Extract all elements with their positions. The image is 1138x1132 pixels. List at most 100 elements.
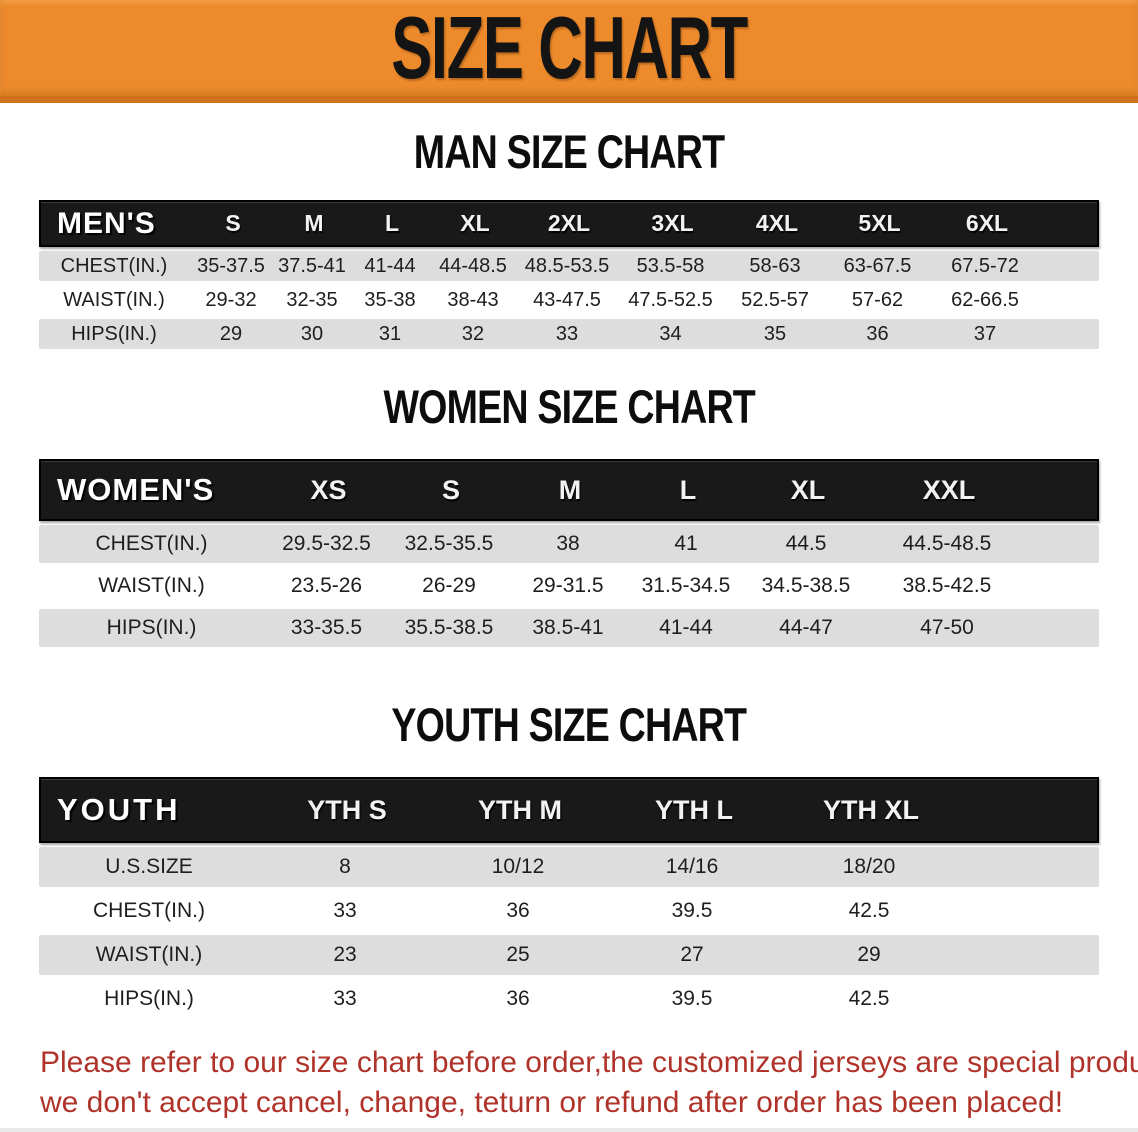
row-label: HIPS(IN.) bbox=[71, 322, 157, 345]
cell: 57-62 bbox=[851, 288, 904, 311]
cell: 39.5 bbox=[671, 899, 713, 922]
youth-row-chestin: CHEST(IN.) 33 36 39.5 42.5 bbox=[39, 891, 1099, 931]
banner-title: SIZE CHART bbox=[391, 0, 748, 97]
cell: 8 bbox=[339, 855, 351, 878]
men-size-col-l: L bbox=[384, 210, 400, 236]
cell: 27 bbox=[680, 943, 704, 966]
cell: 29-32 bbox=[205, 288, 257, 311]
men-size-col-xl: XL bbox=[460, 210, 490, 236]
row-label: HIPS(IN.) bbox=[106, 616, 197, 639]
cell: 44.5-48.5 bbox=[902, 532, 992, 555]
youth-heading-text: YOUTH SIZE CHART bbox=[391, 698, 748, 751]
youth-size-col-yth-m: YTH M bbox=[478, 794, 562, 825]
row-label: CHEST(IN.) bbox=[60, 254, 168, 277]
cell: 35.5-38.5 bbox=[404, 616, 494, 639]
size-chart-banner: SIZE CHART bbox=[0, 0, 1138, 103]
cell: 43-47.5 bbox=[533, 288, 601, 311]
cell: 47-50 bbox=[920, 616, 974, 639]
cell: 39.5 bbox=[671, 987, 713, 1010]
youth-section-heading: YOUTH SIZE CHART bbox=[0, 701, 1138, 749]
cell: 23.5-26 bbox=[290, 574, 363, 597]
men-size-col-s: S bbox=[225, 210, 241, 236]
cell: 14/16 bbox=[665, 855, 719, 878]
cell: 47.5-52.5 bbox=[628, 288, 713, 311]
row-label: CHEST(IN.) bbox=[93, 899, 205, 922]
cell: 30 bbox=[300, 322, 324, 345]
cell: 38 bbox=[556, 532, 580, 555]
women-row-waistin: WAIST(IN.) 23.5-26 26-29 29-31.5 31.5-34.5 34… bbox=[39, 567, 1099, 605]
cell: 35-38 bbox=[364, 288, 416, 311]
cell: 32 bbox=[461, 322, 485, 345]
cell: 23 bbox=[333, 943, 357, 966]
men-size-col-m: M bbox=[304, 210, 324, 236]
cell: 29 bbox=[857, 943, 881, 966]
women-row-chestin: CHEST(IN.) 29.5-32.5 32.5-35.5 38 41 44.5 44.5… bbox=[39, 525, 1099, 563]
cell: 38.5-41 bbox=[532, 616, 604, 639]
man-section-heading: MAN SIZE CHART bbox=[0, 128, 1138, 176]
row-label: WAIST(IN.) bbox=[98, 574, 205, 597]
women-size-col-l: L bbox=[679, 474, 697, 505]
cell: 32-35 bbox=[286, 288, 338, 311]
cell: 33-35.5 bbox=[290, 616, 363, 639]
cell: 36 bbox=[866, 322, 889, 345]
men-size-col-5xl: 5XL bbox=[858, 210, 901, 236]
cell: 29-31.5 bbox=[532, 574, 604, 597]
women-row-hipsin: HIPS(IN.) 33-35.5 35.5-38.5 38.5-41 41-44 44-… bbox=[39, 609, 1099, 647]
youth-size-col-yth-l: YTH L bbox=[655, 794, 733, 825]
cell: 35 bbox=[763, 322, 787, 345]
men-table-label: MEN'S bbox=[57, 206, 156, 240]
cell: 41 bbox=[674, 532, 698, 555]
row-label: CHEST(IN.) bbox=[95, 532, 208, 555]
women-section-heading: WOMEN SIZE CHART bbox=[0, 383, 1138, 431]
cell: 36 bbox=[506, 987, 530, 1010]
men-size-col-4xl: 4XL bbox=[755, 210, 799, 236]
cell: 42.5 bbox=[848, 987, 890, 1010]
order-disclaimer: Please refer to our size chart before or… bbox=[0, 1043, 1138, 1123]
men-size-col-2xl: 2XL bbox=[547, 210, 591, 236]
cell: 58-63 bbox=[749, 254, 801, 277]
row-label: WAIST(IN.) bbox=[63, 288, 165, 311]
cell: 26-29 bbox=[422, 574, 476, 597]
women-size-col-xs: XS bbox=[310, 474, 347, 505]
youth-row-ussize: U.S.SIZE 8 10/12 14/16 18/20 bbox=[39, 847, 1099, 887]
women-table-header: WOMEN'S XS S M L XL XXL bbox=[39, 459, 1099, 521]
cell: 38.5-42.5 bbox=[902, 574, 992, 597]
cell: 44-47 bbox=[779, 616, 833, 639]
cell: 35-37.5 bbox=[197, 254, 265, 277]
man-heading-text: MAN SIZE CHART bbox=[413, 125, 725, 178]
youth-size-table: YOUTH YTH S YTH M YTH L YTH XL U.S.SIZE 8 10/12… bbox=[39, 777, 1099, 1019]
youth-size-col-yth-xl: YTH XL bbox=[822, 794, 919, 825]
cell: 29.5-32.5 bbox=[282, 532, 371, 555]
cell: 53.5-58 bbox=[636, 254, 705, 277]
youth-row-hipsin: HIPS(IN.) 33 36 39.5 42.5 bbox=[39, 979, 1099, 1019]
disclaimer-line-2: we don't accept cancel, change, teturn o… bbox=[40, 1086, 1064, 1119]
cell: 36 bbox=[506, 899, 530, 922]
cell: 41-44 bbox=[659, 616, 713, 639]
cell: 42.5 bbox=[848, 899, 890, 922]
youth-table-header: YOUTH YTH S YTH M YTH L YTH XL bbox=[39, 777, 1099, 843]
cell: 32.5-35.5 bbox=[404, 532, 494, 555]
men-row-waistin: WAIST(IN.) 29-32 32-35 35-38 38-43 43-47.5 47.… bbox=[39, 285, 1099, 315]
cell: 37.5-41 bbox=[278, 254, 346, 277]
men-size-col-3xl: 3XL bbox=[651, 210, 694, 236]
cell: 29 bbox=[219, 322, 243, 345]
men-row-chestin: CHEST(IN.) 35-37.5 37.5-41 41-44 44-48.5 48.5… bbox=[39, 251, 1099, 281]
cell: 44-48.5 bbox=[439, 254, 507, 277]
row-label: HIPS(IN.) bbox=[104, 987, 194, 1010]
women-table-label: WOMEN'S bbox=[57, 472, 215, 507]
cell: 52.5-57 bbox=[741, 288, 809, 311]
bottom-edge-line bbox=[0, 1128, 1138, 1132]
cell: 34 bbox=[659, 322, 682, 345]
cell: 31 bbox=[378, 322, 402, 345]
women-size-table: WOMEN'S XS S M L XL XXL CHEST(IN.) 29.5-32.5 32.5… bbox=[39, 459, 1099, 647]
men-table-header: MEN'S S M L XL 2XL 3XL 4XL 5XL 6XL bbox=[39, 200, 1099, 247]
cell: 67.5-72 bbox=[951, 254, 1019, 277]
women-size-col-xxl: XXL bbox=[922, 474, 976, 505]
cell: 18/20 bbox=[842, 855, 896, 878]
cell: 33 bbox=[333, 899, 357, 922]
disclaimer-line-1: Please refer to our size chart before or… bbox=[40, 1046, 1138, 1079]
cell: 33 bbox=[555, 322, 579, 345]
women-size-col-xl: XL bbox=[790, 474, 826, 505]
men-row-hipsin: HIPS(IN.) 29 30 31 32 33 34 35 36 37 bbox=[39, 319, 1099, 349]
women-size-col-m: M bbox=[558, 474, 582, 505]
